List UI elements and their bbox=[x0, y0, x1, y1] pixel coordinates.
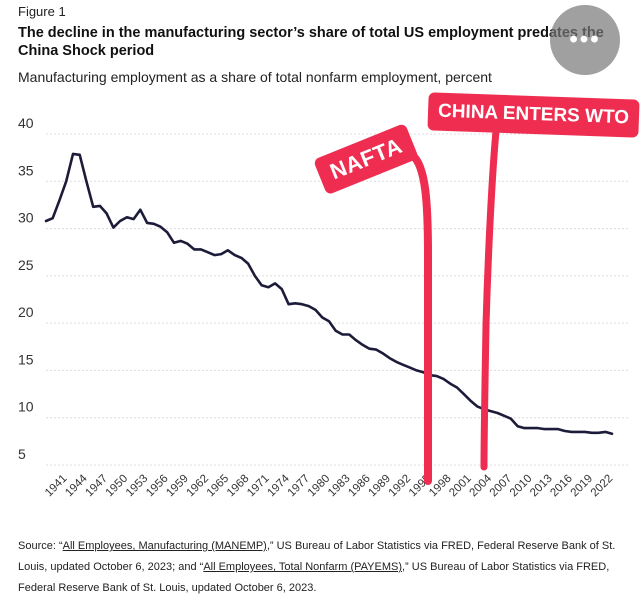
x-tick-label: 1965 bbox=[205, 473, 232, 500]
y-axis-ticks: 40 35 30 25 20 15 10 5 bbox=[18, 115, 34, 462]
source-text-2: ,” US Bureau of Labor Statistics via FRE… bbox=[18, 561, 610, 594]
source-note: Source: “All Employees, Manufacturing (M… bbox=[18, 536, 628, 599]
x-tick-label: 2019 bbox=[569, 473, 596, 500]
x-tick-label: 2022 bbox=[589, 473, 616, 500]
x-tick-label: 1944 bbox=[63, 472, 90, 499]
nafta-marker-line bbox=[408, 151, 432, 485]
source-link-manemp[interactable]: All Employees, Manufacturing (MANEMP) bbox=[62, 540, 267, 552]
x-tick-label: 2004 bbox=[468, 472, 495, 499]
x-tick-label: 1968 bbox=[225, 473, 252, 500]
y-tick-label: 10 bbox=[18, 399, 34, 415]
line-chart: 40 35 30 25 20 15 10 5 194119441947195019531956… bbox=[18, 115, 630, 499]
series-line-manufacturing-share bbox=[44, 152, 614, 436]
x-tick-label: 1977 bbox=[286, 473, 313, 500]
y-tick-label: 35 bbox=[18, 162, 34, 178]
x-tick-label: 1989 bbox=[366, 473, 393, 500]
x-tick-label: 1986 bbox=[346, 473, 373, 500]
y-tick-label: 25 bbox=[18, 257, 34, 273]
x-axis-ticks: 1941194419471950195319561959196219651968… bbox=[43, 472, 615, 499]
x-tick-label: 1950 bbox=[104, 473, 131, 500]
source-link-payems[interactable]: All Employees, Total Nonfarm (PAYEMS) bbox=[203, 561, 402, 573]
x-tick-label: 1983 bbox=[326, 473, 353, 500]
source-prefix: Source: “ bbox=[18, 540, 63, 552]
x-tick-label: 1959 bbox=[164, 473, 191, 500]
x-tick-label: 1992 bbox=[387, 473, 414, 500]
wto-marker-line bbox=[480, 127, 500, 471]
x-tick-label: 1962 bbox=[185, 473, 212, 500]
figure-label: Figure 1 bbox=[18, 4, 66, 19]
annotation-china-enters-wto: CHINA ENTERS WTO bbox=[427, 92, 640, 138]
event-markers bbox=[408, 127, 500, 485]
x-tick-label: 1941 bbox=[43, 473, 70, 500]
x-tick-label: 1953 bbox=[124, 473, 151, 500]
x-tick-label: 1956 bbox=[144, 473, 171, 500]
y-tick-label: 15 bbox=[18, 351, 34, 367]
source-text-1: ,” US Bureau of Labor Statistics via FRE… bbox=[18, 540, 616, 573]
x-tick-label: 2016 bbox=[548, 473, 575, 500]
chart-subtitle: Manufacturing employment as a share of t… bbox=[18, 69, 492, 85]
x-tick-label: 2007 bbox=[488, 473, 515, 500]
y-tick-label: 30 bbox=[18, 210, 34, 226]
x-tick-label: 2010 bbox=[508, 473, 535, 500]
x-tick-label: 2013 bbox=[528, 473, 555, 500]
y-tick-label: 5 bbox=[18, 446, 26, 462]
chart-title: The decline in the manufacturing sector’… bbox=[18, 25, 604, 59]
more-options-button[interactable]: ••• bbox=[550, 5, 620, 75]
x-tick-label: 1947 bbox=[83, 473, 110, 500]
x-tick-label: 1974 bbox=[265, 472, 292, 499]
x-tick-label: 2001 bbox=[447, 473, 474, 500]
x-tick-label: 1971 bbox=[245, 473, 272, 500]
x-tick-label: 1980 bbox=[306, 473, 333, 500]
y-tick-label: 40 bbox=[18, 115, 34, 131]
y-tick-label: 20 bbox=[18, 304, 34, 320]
